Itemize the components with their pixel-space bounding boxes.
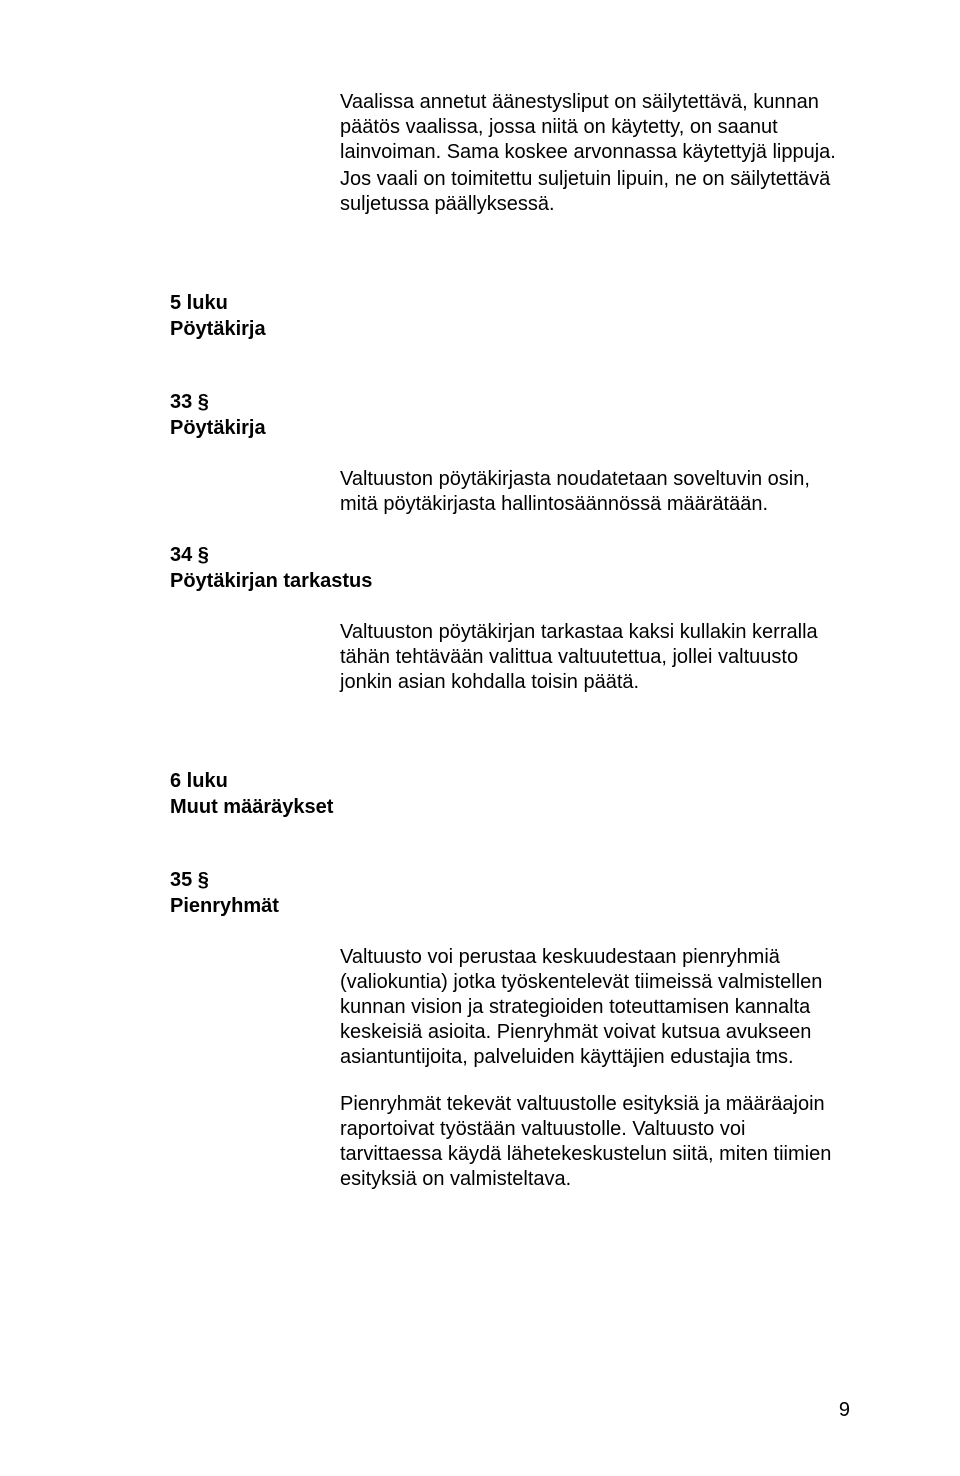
section-35-paragraph-1: Valtuusto voi perustaa keskuudestaan pie… bbox=[340, 945, 850, 1070]
section-34-body: Valtuuston pöytäkirjan tarkastaa kaksi k… bbox=[340, 620, 850, 695]
section-33-body: Valtuuston pöytäkirjasta noudatetaan sov… bbox=[340, 467, 850, 517]
page-container: Vaalissa annetut äänestysliput on säilyt… bbox=[0, 0, 960, 1476]
section-34-body-block: Valtuuston pöytäkirjan tarkastaa kaksi k… bbox=[340, 620, 850, 695]
chapter-6-title: Muut määräykset bbox=[170, 795, 850, 820]
section-35-paragraph-2: Pienryhmät tekevät valtuustolle esityksi… bbox=[340, 1092, 850, 1192]
intro-paragraph-2: Jos vaali on toimitettu suljetuin lipuin… bbox=[340, 167, 850, 217]
chapter-5-label: 5 luku bbox=[170, 291, 850, 316]
page-number: 9 bbox=[839, 1399, 850, 1422]
section-33-body-block: Valtuuston pöytäkirjasta noudatetaan sov… bbox=[340, 467, 850, 517]
section-35-title: Pienryhmät bbox=[170, 894, 850, 919]
section-35-num: 35 § bbox=[170, 868, 850, 893]
section-33-num: 33 § bbox=[170, 390, 850, 415]
intro-paragraph-1: Vaalissa annetut äänestysliput on säilyt… bbox=[340, 90, 850, 165]
chapter-5-title: Pöytäkirja bbox=[170, 317, 850, 342]
section-33-title: Pöytäkirja bbox=[170, 416, 850, 441]
section-34-title: Pöytäkirjan tarkastus bbox=[170, 569, 850, 594]
section-34-num: 34 § bbox=[170, 543, 850, 568]
section-35-body-block: Valtuusto voi perustaa keskuudestaan pie… bbox=[340, 945, 850, 1192]
chapter-6-label: 6 luku bbox=[170, 769, 850, 794]
intro-block: Vaalissa annetut äänestysliput on säilyt… bbox=[340, 90, 850, 217]
